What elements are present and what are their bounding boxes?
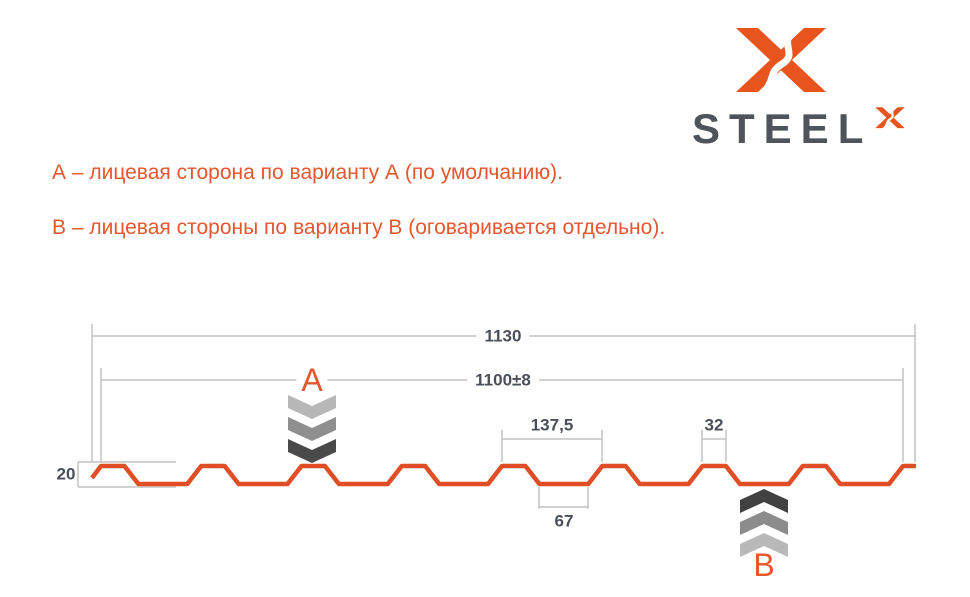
dim-working-width-label: 1100±8 (467, 371, 539, 389)
side-a-chevron-icon-2 (288, 417, 336, 441)
dim-rib-bottom-label: 67 (554, 511, 574, 531)
logo-wordmark: STEEL (692, 105, 873, 152)
note-variant-b: В – лицевая стороны по варианту В (огова… (52, 216, 666, 239)
side-a-chevron-icon-3 (288, 439, 336, 463)
sheet-profile-outline (90, 463, 916, 487)
side-b-chevron-icon-3 (740, 533, 788, 557)
dim-rib-top-label: 32 (704, 415, 724, 435)
logo-x-sup-icon (874, 104, 906, 132)
side-a-marker-label: A (296, 364, 328, 396)
dim-rib-pitch-label: 137,5 (530, 415, 574, 435)
side-b-marker-label: B (753, 547, 775, 583)
side-b-chevron-icon-2 (740, 511, 788, 535)
side-a-chevron-icon-1 (288, 395, 336, 419)
dim-total-width-label: 1130 (476, 327, 530, 345)
dim-profile-height-label: 20 (56, 464, 76, 484)
note-variant-a: А – лицевая сторона по варианту А (по ум… (52, 161, 563, 184)
steelx-x-mark-icon (732, 26, 830, 96)
side-b-chevron-icon-1 (740, 489, 788, 513)
